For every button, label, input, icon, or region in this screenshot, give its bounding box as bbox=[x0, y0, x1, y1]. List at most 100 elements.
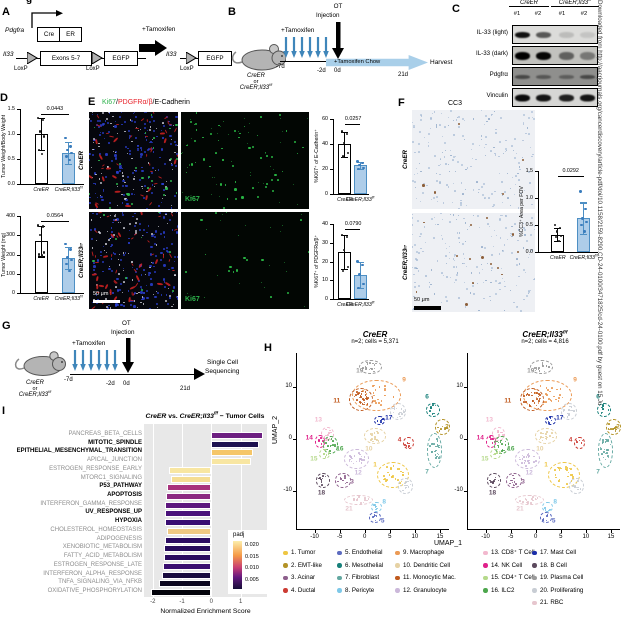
umap-cell-dot bbox=[356, 391, 358, 393]
speckle bbox=[439, 182, 441, 184]
speckle bbox=[464, 240, 466, 242]
speckle bbox=[194, 122, 198, 126]
umap-cell-dot bbox=[579, 488, 582, 490]
umap-cluster-outline-18 bbox=[487, 473, 501, 488]
speckle bbox=[233, 129, 237, 133]
speckle bbox=[175, 152, 178, 155]
umap-cell-dot bbox=[546, 394, 549, 396]
speckle bbox=[424, 241, 427, 243]
umap-cell-dot bbox=[359, 402, 362, 404]
speckle bbox=[419, 119, 422, 122]
speckle bbox=[98, 284, 105, 288]
y-tick-label: 60 bbox=[322, 116, 328, 122]
y-tick-label: 0.5 bbox=[525, 222, 533, 228]
speckle bbox=[478, 309, 480, 312]
legend-swatch bbox=[395, 588, 400, 593]
umap-cluster-label-19: 19 bbox=[527, 367, 535, 375]
speckle bbox=[195, 112, 198, 114]
speckle bbox=[495, 132, 497, 134]
legend-swatch bbox=[532, 600, 537, 606]
umap-cell-dot bbox=[341, 479, 344, 482]
umap-cell-dot bbox=[392, 474, 394, 477]
umap-cell-dot bbox=[327, 453, 330, 455]
speckle bbox=[149, 125, 152, 128]
blot-band bbox=[580, 31, 596, 38]
umap-cell-dot bbox=[553, 395, 555, 398]
speckle bbox=[172, 125, 174, 127]
umap-cell-dot bbox=[497, 479, 500, 482]
speckle bbox=[533, 279, 535, 281]
category-genotype: CreER;Il33f/f bbox=[346, 195, 375, 203]
lane-label: #2 bbox=[534, 11, 542, 17]
speckle bbox=[156, 303, 159, 306]
speckle bbox=[531, 249, 534, 252]
speckle bbox=[204, 253, 207, 256]
speckle bbox=[413, 286, 416, 288]
speckle bbox=[171, 269, 176, 272]
speckle bbox=[98, 120, 102, 123]
single-cell-label1: Single Cell bbox=[207, 359, 239, 366]
umap-cell-dot bbox=[393, 405, 396, 408]
speckle bbox=[516, 258, 518, 260]
speckle bbox=[265, 155, 268, 157]
speckle bbox=[105, 251, 107, 253]
umap-cell-dot bbox=[604, 441, 607, 443]
umap-cell-dot bbox=[360, 502, 362, 504]
speckle bbox=[170, 142, 173, 146]
speckle bbox=[472, 188, 475, 190]
speckle bbox=[169, 179, 173, 182]
speckle bbox=[243, 256, 246, 260]
speckle bbox=[98, 152, 102, 155]
speckle bbox=[150, 141, 152, 143]
umap-cell-dot bbox=[402, 474, 404, 476]
umap-cell-dot bbox=[384, 387, 386, 390]
speckle bbox=[109, 135, 114, 138]
umap-cell-dot bbox=[438, 444, 440, 447]
speckle bbox=[412, 141, 414, 143]
blot-band bbox=[514, 74, 530, 79]
umap-cluster-label-3: 3 bbox=[350, 478, 354, 486]
speckle bbox=[440, 112, 442, 114]
speckle bbox=[97, 212, 102, 214]
speckle bbox=[416, 250, 419, 253]
speckle bbox=[494, 293, 498, 296]
speckle bbox=[449, 276, 452, 279]
speckle bbox=[523, 223, 525, 225]
speckle bbox=[490, 269, 492, 272]
umap-cell-dot bbox=[321, 477, 324, 480]
ot-injection-label: OT bbox=[333, 3, 343, 10]
umap-cell-dot bbox=[558, 479, 561, 481]
speckle bbox=[522, 157, 524, 159]
umap-cell-dot bbox=[524, 401, 527, 403]
speckle bbox=[166, 302, 169, 305]
speckle bbox=[173, 303, 175, 305]
speckle bbox=[112, 292, 114, 294]
umap-cell-dot bbox=[402, 471, 405, 474]
speckle bbox=[492, 205, 494, 208]
speckle bbox=[168, 268, 170, 271]
speckle bbox=[161, 148, 164, 151]
speckle bbox=[104, 175, 107, 178]
speckle bbox=[513, 156, 516, 159]
data-point bbox=[356, 160, 359, 163]
speckle bbox=[101, 173, 103, 175]
speckle bbox=[170, 163, 172, 165]
speckle bbox=[273, 168, 275, 170]
speckle bbox=[190, 119, 191, 120]
speckle bbox=[153, 233, 155, 236]
speckle bbox=[412, 308, 414, 310]
padj-tick-label: 0.010 bbox=[245, 565, 259, 571]
speckle bbox=[145, 289, 149, 293]
speckle bbox=[412, 246, 414, 248]
umap-cell-dot bbox=[546, 436, 549, 439]
speckle bbox=[476, 214, 480, 217]
umap-cell-dot bbox=[330, 438, 333, 440]
umap-cluster-label-10: 10 bbox=[365, 445, 373, 453]
speckle bbox=[130, 202, 134, 206]
legend-swatch bbox=[283, 550, 288, 555]
umap-cell-dot bbox=[438, 446, 440, 449]
ki67-image-il33 bbox=[181, 212, 309, 309]
umap-cell-dot bbox=[353, 499, 355, 501]
umap-cell-dot bbox=[319, 478, 322, 481]
y-axis-label: %CC3⁺ Area per FOV bbox=[519, 186, 525, 237]
